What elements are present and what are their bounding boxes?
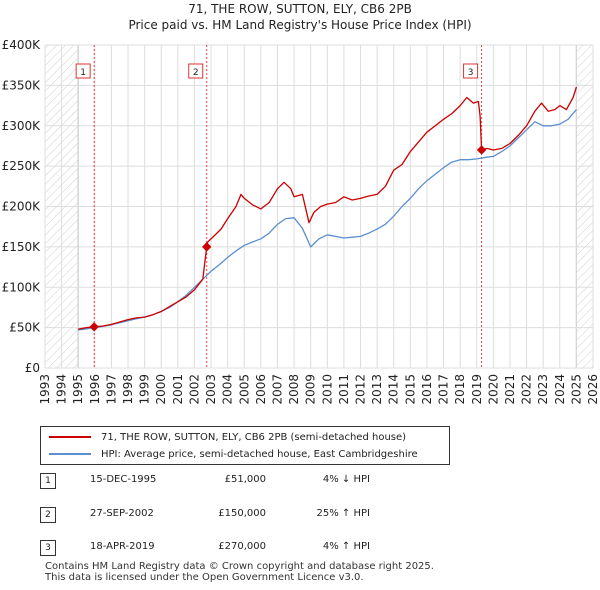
transaction-hpi: 4% ↓ HPI xyxy=(322,474,370,485)
x-tick-label: 2016 xyxy=(420,374,434,405)
y-tick-label: £100K xyxy=(2,280,42,294)
transaction-number: 2 xyxy=(40,507,56,523)
x-tick-label: 1998 xyxy=(121,374,135,405)
x-tick-label: 2019 xyxy=(470,374,484,405)
x-tick-label: 2010 xyxy=(320,374,334,405)
chart-title: 71, THE ROW, SUTTON, ELY, CB6 2PB xyxy=(188,2,412,16)
table-row: 3 18-APR-2019 £270,000 4% ↑ HPI xyxy=(40,538,420,556)
transaction-price: £270,000 xyxy=(218,541,266,552)
y-tick-label: £150K xyxy=(2,240,42,254)
transaction-number: 3 xyxy=(40,540,56,556)
transaction-date: 15-DEC-1995 xyxy=(90,474,157,485)
y-tick-label: £200K xyxy=(2,200,42,214)
transaction-hpi: 25% ↑ HPI xyxy=(316,508,370,519)
x-tick-label: 2022 xyxy=(520,374,534,405)
sale-1-box xyxy=(75,63,91,79)
sale-3-label: 3 xyxy=(468,68,474,78)
legend-label-property: 71, THE ROW, SUTTON, ELY, CB6 2PB (semi-… xyxy=(101,431,407,443)
y-tick-label: £250K xyxy=(2,159,42,173)
x-tick-label: 2006 xyxy=(254,374,268,405)
x-tick-label: 1996 xyxy=(88,374,102,405)
sale-2-marker xyxy=(202,242,212,252)
transaction-price: £150,000 xyxy=(218,508,266,519)
x-tick-label: 2005 xyxy=(237,374,251,405)
legend-swatch-property xyxy=(49,436,91,438)
x-tick-label: 2024 xyxy=(553,374,567,405)
property-price-line xyxy=(78,86,578,330)
sale-1-label: 1 xyxy=(80,68,86,78)
table-row: 1 15-DEC-1995 £51,000 4% ↓ HPI xyxy=(40,471,420,489)
sale-3-box xyxy=(463,63,479,79)
y-tick-label: £350K xyxy=(2,78,42,92)
chart-subtitle: Price paid vs. HM Land Registry's House … xyxy=(128,18,472,32)
x-tick-label: 1993 xyxy=(38,374,52,405)
x-tick-label: 1997 xyxy=(104,374,118,405)
sale-3-marker xyxy=(476,145,487,155)
x-tick-label: 2026 xyxy=(586,374,600,405)
transaction-price: £51,000 xyxy=(224,474,266,485)
sale-2-label: 2 xyxy=(193,68,199,78)
table-row: 2 27-SEP-2002 £150,000 25% ↑ HPI xyxy=(40,505,420,523)
x-tick-label: 2003 xyxy=(204,374,218,405)
x-tick-label: 2015 xyxy=(403,374,417,405)
x-tick-label: 2014 xyxy=(387,374,401,405)
y-tick-label: £50K xyxy=(9,321,41,335)
legend-swatch-hpi xyxy=(49,453,91,455)
x-tick-label: 2009 xyxy=(304,374,318,405)
sale-2-box xyxy=(188,63,204,79)
x-tick-label: 2007 xyxy=(270,374,284,405)
x-tick-label: 2020 xyxy=(486,374,500,405)
x-tick-label: 2025 xyxy=(569,374,583,405)
footer-copyright: Contains HM Land Registry data © Crown c… xyxy=(45,561,434,572)
x-tick-label: 2001 xyxy=(171,374,185,405)
x-tick-label: 2008 xyxy=(287,374,301,405)
x-tick-label: 2012 xyxy=(354,374,368,405)
x-tick-label: 1999 xyxy=(138,374,152,405)
x-tick-label: 2000 xyxy=(154,374,168,405)
x-tick-label: 1994 xyxy=(55,374,69,405)
transaction-hpi: 4% ↑ HPI xyxy=(322,541,370,552)
x-tick-label: 2013 xyxy=(370,374,384,405)
x-tick-label: 2011 xyxy=(337,374,351,405)
sale-1-marker xyxy=(89,322,99,332)
x-tick-label: 2018 xyxy=(453,374,467,405)
legend-item-property: 71, THE ROW, SUTTON, ELY, CB6 2PB (semi-… xyxy=(49,430,406,444)
x-tick-label: 2004 xyxy=(221,374,235,405)
x-tick-label: 1995 xyxy=(71,374,85,405)
footer-license: This data is licensed under the Open Gov… xyxy=(45,572,364,583)
legend-item-hpi: HPI: Average price, semi-detached house,… xyxy=(49,447,418,461)
x-tick-label: 2002 xyxy=(187,374,201,405)
transaction-date: 27-SEP-2002 xyxy=(90,508,154,519)
transaction-date: 18-APR-2019 xyxy=(90,541,155,552)
legend-label-hpi: HPI: Average price, semi-detached house,… xyxy=(101,448,418,460)
y-tick-label: £400K xyxy=(2,38,42,52)
x-tick-label: 2021 xyxy=(503,374,517,405)
y-tick-label: £0 xyxy=(25,361,40,375)
y-tick-label: £300K xyxy=(2,119,42,133)
x-tick-label: 2017 xyxy=(437,374,451,405)
transaction-number: 1 xyxy=(40,473,56,489)
price-chart: 1 2 3 £0 £50K £100K £150K £200K £250K £300K £350K… xyxy=(2,38,600,405)
legend: 71, THE ROW, SUTTON, ELY, CB6 2PB (semi-… xyxy=(40,426,450,465)
x-tick-label: 2023 xyxy=(536,374,550,405)
